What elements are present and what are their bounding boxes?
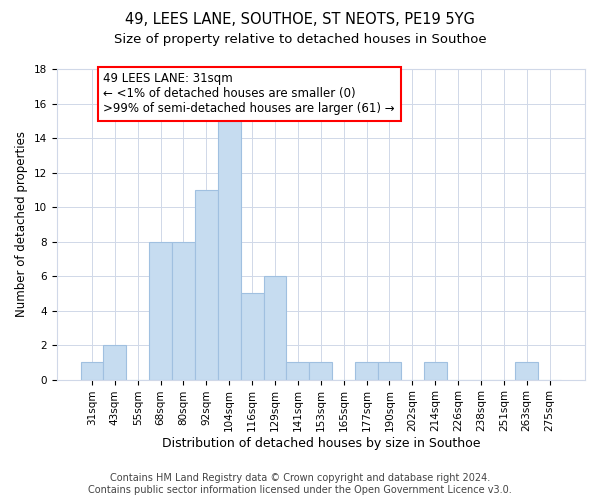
Bar bbox=[286, 362, 310, 380]
Bar bbox=[172, 242, 195, 380]
Bar bbox=[103, 345, 127, 380]
Bar bbox=[149, 242, 172, 380]
Bar bbox=[263, 276, 286, 380]
X-axis label: Distribution of detached houses by size in Southoe: Distribution of detached houses by size … bbox=[161, 437, 480, 450]
Y-axis label: Number of detached properties: Number of detached properties bbox=[15, 132, 28, 318]
Bar bbox=[241, 294, 263, 380]
Bar bbox=[80, 362, 103, 380]
Text: 49, LEES LANE, SOUTHOE, ST NEOTS, PE19 5YG: 49, LEES LANE, SOUTHOE, ST NEOTS, PE19 5… bbox=[125, 12, 475, 28]
Bar bbox=[515, 362, 538, 380]
Bar bbox=[195, 190, 218, 380]
Text: 49 LEES LANE: 31sqm
← <1% of detached houses are smaller (0)
>99% of semi-detach: 49 LEES LANE: 31sqm ← <1% of detached ho… bbox=[103, 72, 395, 116]
Bar bbox=[218, 121, 241, 380]
Bar bbox=[355, 362, 378, 380]
Text: Size of property relative to detached houses in Southoe: Size of property relative to detached ho… bbox=[113, 32, 487, 46]
Bar bbox=[424, 362, 446, 380]
Bar bbox=[378, 362, 401, 380]
Bar bbox=[310, 362, 332, 380]
Text: Contains HM Land Registry data © Crown copyright and database right 2024.
Contai: Contains HM Land Registry data © Crown c… bbox=[88, 474, 512, 495]
